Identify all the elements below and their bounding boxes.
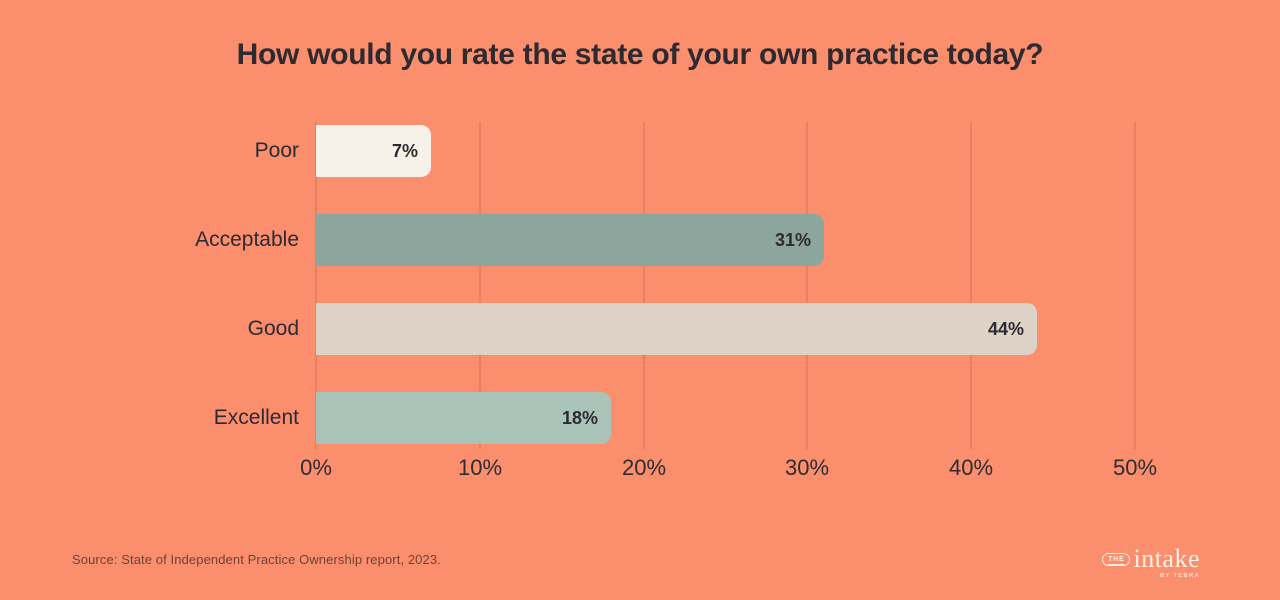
category-label: Good <box>247 317 299 340</box>
gridline <box>970 122 972 449</box>
value-label: 7% <box>391 140 418 161</box>
category-label: Excellent <box>213 406 299 429</box>
gridline <box>806 122 808 449</box>
logo-wordmark: intake <box>1133 544 1200 573</box>
gridline <box>479 122 481 449</box>
category-label: Acceptable <box>195 228 299 251</box>
x-tick-label: 20% <box>621 455 667 480</box>
bar: 18% <box>316 392 611 444</box>
bar: 31% <box>316 214 824 266</box>
x-tick-label: 10% <box>457 455 503 480</box>
value-label: 31% <box>774 229 811 250</box>
logo-the-badge: THE <box>1102 553 1131 566</box>
gridline <box>315 122 317 449</box>
gridline <box>643 122 645 449</box>
category-label: Poor <box>254 139 299 162</box>
chart-title: How would you rate the state of your own… <box>236 38 1044 71</box>
logo-main: intake BY TEBRA <box>1133 544 1200 580</box>
the-intake-logo: THE intake BY TEBRA <box>1102 546 1200 579</box>
x-tick-label: 30% <box>784 455 830 480</box>
logo-byline: BY TEBRA <box>1159 573 1200 579</box>
bar: 44% <box>316 303 1037 355</box>
x-tick-label: 0% <box>300 455 332 480</box>
gridline <box>1134 122 1136 449</box>
source-text: Source: State of Independent Practice Ow… <box>72 552 441 567</box>
bar: 7% <box>316 125 431 177</box>
value-label: 18% <box>561 407 598 428</box>
x-tick-label: 40% <box>948 455 994 480</box>
x-tick-label: 50% <box>1112 455 1158 480</box>
value-label: 44% <box>987 318 1024 339</box>
